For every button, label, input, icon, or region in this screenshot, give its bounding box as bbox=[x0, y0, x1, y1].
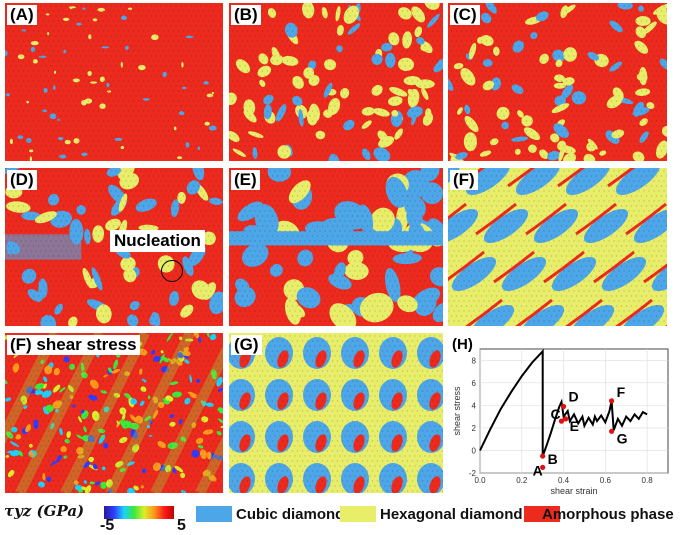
panel-g-image bbox=[229, 333, 443, 493]
marker-label-g: G bbox=[617, 430, 628, 446]
colorbar-label: τyz (GPa) bbox=[4, 502, 85, 520]
stress-strain-line bbox=[479, 348, 648, 457]
panel-e-image bbox=[229, 168, 443, 326]
y-tick-label: -2 bbox=[469, 469, 477, 478]
y-tick-label: 4 bbox=[472, 401, 477, 410]
y-tick-label: 0 bbox=[472, 446, 477, 455]
marker-label-c: C bbox=[550, 406, 560, 422]
panel-g-label: (G) bbox=[231, 335, 262, 355]
legend-label-amorphous: Amorphous phase bbox=[542, 506, 674, 523]
panel-c-label: (C) bbox=[450, 5, 480, 25]
panel-f: (F) bbox=[448, 168, 667, 326]
y-tick-label: 8 bbox=[472, 356, 477, 365]
marker-b bbox=[540, 453, 546, 459]
marker-a bbox=[540, 464, 546, 470]
panel-c: (C) bbox=[448, 3, 667, 161]
panel-d: (D) Nucleation bbox=[5, 168, 223, 326]
panel-d-label: (D) bbox=[7, 170, 37, 190]
panel-b-image bbox=[229, 3, 443, 161]
panel-b: (B) bbox=[229, 3, 443, 161]
panel-a-image bbox=[5, 3, 223, 161]
x-tick-label: 0.8 bbox=[642, 476, 654, 485]
panel-f-image bbox=[448, 168, 667, 326]
marker-c bbox=[558, 418, 565, 424]
marker-e bbox=[563, 416, 569, 422]
legend-label-hexagonal: Hexagonal diamond bbox=[380, 506, 523, 523]
legend-bar: τyz (GPa) -5 5 Cubic diamond Hexagonal d… bbox=[0, 500, 685, 535]
x-tick-label: 0.0 bbox=[474, 476, 486, 485]
panel-f-shear-stress: (F) shear stress bbox=[5, 333, 223, 493]
marker-label-d: D bbox=[569, 388, 579, 404]
panel-a-label: (A) bbox=[7, 5, 37, 25]
marker-label-a: A bbox=[533, 462, 543, 478]
marker-f bbox=[609, 398, 615, 404]
panel-f-shear-stress-label: (F) shear stress bbox=[7, 335, 140, 355]
nucleation-callout: Nucleation bbox=[110, 230, 205, 252]
panel-f-label: (F) bbox=[450, 170, 478, 190]
panel-e-label: (E) bbox=[231, 170, 260, 190]
panel-b-label: (B) bbox=[231, 5, 261, 25]
legend-swatch-amorphous bbox=[524, 506, 560, 522]
legend-swatch-cubic bbox=[196, 506, 232, 522]
panel-f-shear-stress-image bbox=[5, 333, 223, 493]
y-tick-label: 6 bbox=[472, 379, 477, 388]
marker-label-b: B bbox=[548, 451, 558, 467]
marker-g bbox=[609, 428, 615, 434]
y-tick-label: 2 bbox=[472, 424, 477, 433]
panel-c-image bbox=[448, 3, 667, 161]
colorbar bbox=[104, 506, 174, 519]
panel-g: (G) bbox=[229, 333, 443, 493]
plot-frame bbox=[479, 348, 669, 474]
x-tick-label: 0.2 bbox=[516, 476, 528, 485]
panel-e: (E) bbox=[229, 168, 443, 326]
y-axis-label: shear stress bbox=[452, 386, 462, 436]
panel-h-chart: 0.0 0.2 0.4 0.6 0.8 -2 0 2 4 6 8 shear strain shear … bbox=[448, 333, 680, 498]
panel-a: (A) bbox=[5, 3, 223, 161]
marker-label-f: F bbox=[617, 384, 626, 400]
nucleation-circle bbox=[161, 260, 183, 282]
colorbar-max: 5 bbox=[177, 517, 186, 534]
x-axis-label: shear strain bbox=[550, 486, 597, 496]
marker-d bbox=[560, 403, 567, 410]
x-tick-label: 0.6 bbox=[600, 476, 612, 485]
stress-strain-chart: 0.0 0.2 0.4 0.6 0.8 -2 0 2 4 6 8 shear strain shear … bbox=[450, 335, 669, 496]
chart-title: (H) bbox=[452, 336, 473, 353]
x-tick-label: 0.4 bbox=[558, 476, 570, 485]
legend-label-cubic: Cubic diamond bbox=[236, 506, 345, 523]
chart-title-bg bbox=[450, 335, 476, 352]
marker-label-e: E bbox=[570, 418, 579, 434]
colorbar-min: -5 bbox=[100, 517, 115, 534]
legend-swatch-hexagonal bbox=[340, 506, 376, 522]
